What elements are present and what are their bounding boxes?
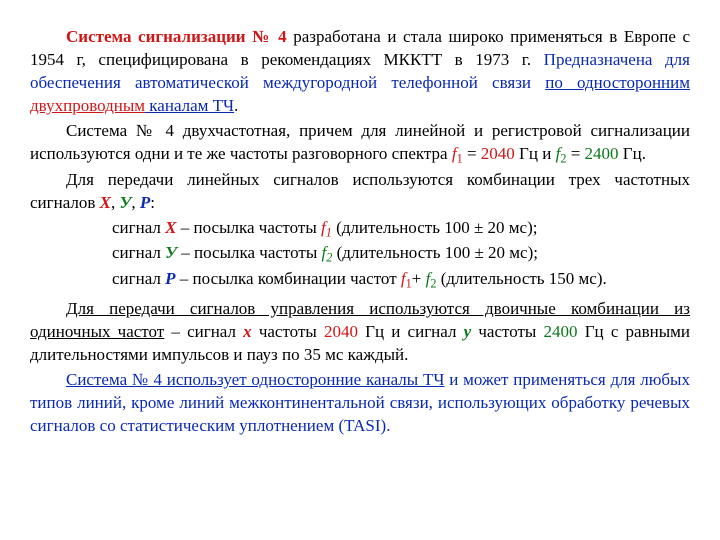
p4-t2: – сигнал [164, 322, 243, 341]
sigp-t3: (длительность 150 мс). [436, 269, 606, 288]
sigx-lab: Х [165, 218, 176, 237]
sigy-t2: – посылка частоты [177, 243, 322, 262]
p4-v2: 2400 [544, 322, 578, 341]
signal-y-line: сигнал У – посылка частоты f2 (длительно… [30, 242, 690, 266]
signal-p-line: сигнал Р – посылка комбинации частот f1+… [30, 268, 690, 292]
p4-t3: частоты [252, 322, 324, 341]
sigy-lab: У [165, 243, 177, 262]
p2-v2: 2400 [585, 144, 619, 163]
p1-dot: . [234, 96, 238, 115]
paragraph-3: Для передачи линейных сигналов использую… [30, 169, 690, 215]
p1-under1: по односторонним [545, 73, 690, 92]
p4-x: х [243, 322, 252, 341]
signal-x-line: сигнал Х – посылка частоты f1 (длительно… [30, 217, 690, 241]
p1-under3: каналам ТЧ [145, 96, 234, 115]
p2-eq1: = [463, 144, 481, 163]
p2-text3: Гц. [619, 144, 646, 163]
sigp-lab: Р [165, 269, 175, 288]
p1-under2: двухпроводным [30, 96, 145, 115]
p3-y: У [120, 193, 132, 212]
p2-text2: Гц и [515, 144, 556, 163]
p2-eq2: = [566, 144, 584, 163]
sigp-plus: + [412, 269, 426, 288]
p4-v1: 2040 [324, 322, 358, 341]
p3-x: Х [100, 193, 111, 212]
paragraph-2: Система № 4 двухчастотная, причем для ли… [30, 120, 690, 167]
paragraph-4: Для передачи сигналов управления использ… [30, 298, 690, 367]
p4-t5: частоты [471, 322, 543, 341]
p3-t2: : [150, 193, 155, 212]
paragraph-5: Система № 4 использует односторонние кан… [30, 369, 690, 438]
sigy-t3: (длительность 100 ± 20 мс); [332, 243, 538, 262]
paragraph-1: Система сигнализации № 4 разработана и с… [30, 26, 690, 118]
sigp-t2: – посылка комбинации частот [176, 269, 401, 288]
sigx-t3: (длительность 100 ± 20 мс); [332, 218, 538, 237]
p3-p: Р [140, 193, 150, 212]
sigp-t1: сигнал [112, 269, 165, 288]
p2-v1: 2040 [481, 144, 515, 163]
sigx-t1: сигнал [112, 218, 165, 237]
p3-c2: , [131, 193, 140, 212]
p5-under: Система № 4 использует односторонние кан… [66, 370, 444, 389]
document-page: Система сигнализации № 4 разработана и с… [0, 0, 720, 460]
p4-t4: Гц и сигнал [358, 322, 464, 341]
sigx-t2: – посылка частоты [177, 218, 322, 237]
title-ss4: Система сигнализации № 4 [66, 27, 287, 46]
p3-c1: , [111, 193, 120, 212]
sigy-t1: сигнал [112, 243, 165, 262]
